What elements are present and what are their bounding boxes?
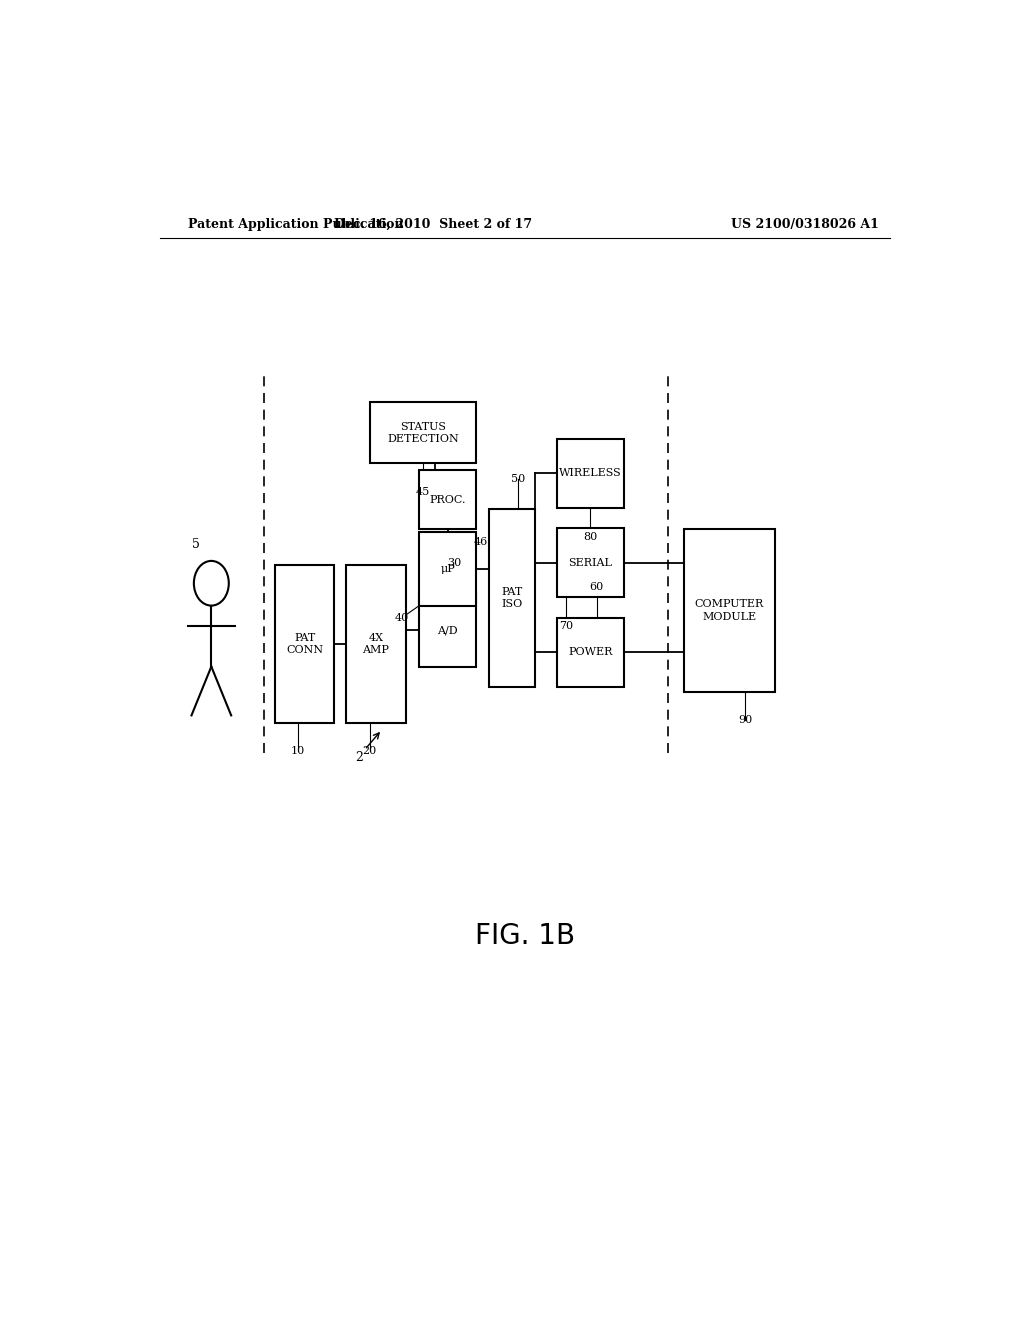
Text: WIRELESS: WIRELESS [559, 469, 622, 478]
Text: 10: 10 [291, 746, 305, 756]
Text: PAT
ISO: PAT ISO [502, 587, 522, 610]
Text: 80: 80 [583, 532, 597, 541]
Bar [346, 565, 406, 722]
Text: PAT
CONN: PAT CONN [286, 632, 324, 655]
Text: 5: 5 [191, 537, 200, 550]
Text: 30: 30 [447, 558, 461, 568]
Text: 45: 45 [416, 487, 430, 496]
Text: US 2100/0318026 A1: US 2100/0318026 A1 [731, 218, 879, 231]
Bar [419, 594, 476, 667]
Bar [489, 510, 536, 686]
Bar [684, 529, 775, 692]
Text: SERIAL: SERIAL [568, 558, 612, 568]
Bar [370, 403, 476, 463]
Text: STATUS
DETECTION: STATUS DETECTION [387, 421, 459, 444]
Text: 4X
AMP: 4X AMP [362, 632, 389, 655]
Text: 40: 40 [394, 612, 409, 623]
Bar [419, 532, 476, 606]
Text: 90: 90 [738, 715, 753, 726]
Text: 20: 20 [362, 746, 377, 756]
Bar [557, 618, 624, 686]
Bar [419, 470, 476, 529]
Bar [557, 528, 624, 598]
Text: POWER: POWER [568, 647, 612, 657]
Text: μP: μP [440, 564, 456, 574]
Text: 60: 60 [590, 582, 604, 593]
Text: Dec. 16, 2010  Sheet 2 of 17: Dec. 16, 2010 Sheet 2 of 17 [335, 218, 532, 231]
Text: 46: 46 [474, 537, 488, 546]
Text: A/D: A/D [437, 624, 458, 635]
Text: PROC.: PROC. [430, 495, 466, 506]
Text: COMPUTER
MODULE: COMPUTER MODULE [694, 599, 764, 622]
Text: 50: 50 [511, 474, 525, 483]
Text: 70: 70 [559, 620, 573, 631]
Text: Patent Application Publication: Patent Application Publication [187, 218, 403, 231]
Bar [557, 440, 624, 508]
Text: 2: 2 [355, 751, 362, 763]
Bar [274, 565, 334, 722]
Text: FIG. 1B: FIG. 1B [475, 921, 574, 950]
